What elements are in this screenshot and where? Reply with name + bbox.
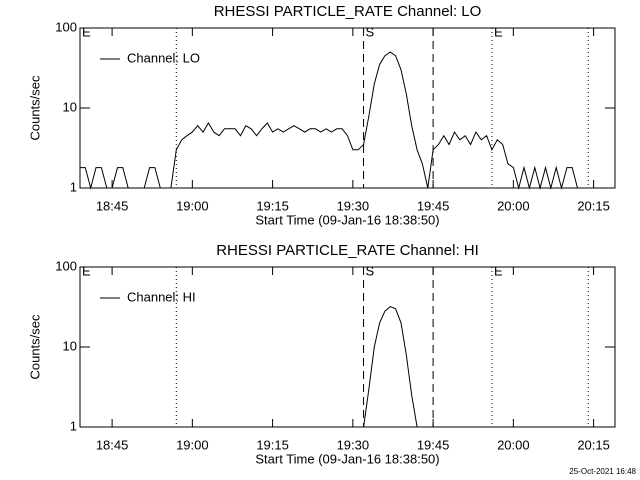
event-label: E: [494, 24, 503, 39]
legend-label: Channel: LO: [127, 50, 200, 65]
y-tick-label: 10: [63, 99, 77, 114]
data-line: [363, 306, 418, 428]
chart-title: RHESSI PARTICLE_RATE Channel: LO: [214, 3, 482, 20]
x-tick-label: 19:15: [256, 198, 289, 213]
x-tick-label: 19:30: [337, 198, 370, 213]
x-tick-label: 19:45: [417, 198, 450, 213]
y-axis-label: Counts/sec: [27, 75, 42, 141]
event-label: S: [366, 24, 375, 39]
x-tick-label: 19:45: [417, 437, 450, 452]
y-tick-label: 100: [55, 258, 77, 273]
footer: 25-Oct-2021 16:48: [569, 467, 636, 476]
x-axis-label: Start Time (09-Jan-16 18:38:50): [255, 451, 439, 466]
x-tick-label: 20:00: [497, 437, 530, 452]
y-axis-label: Counts/sec: [27, 314, 42, 380]
x-tick-label: 19:30: [337, 437, 370, 452]
y-tick-label: 1: [70, 418, 77, 433]
x-tick-label: 20:15: [577, 437, 610, 452]
event-label: E: [82, 263, 91, 278]
y-tick-label: 1: [70, 179, 77, 194]
x-tick-label: 20:00: [497, 198, 530, 213]
x-tick-label: 19:00: [176, 437, 209, 452]
y-tick-label: 100: [55, 19, 77, 34]
legend-label: Channel: HI: [127, 289, 196, 304]
x-tick-label: 19:00: [176, 198, 209, 213]
data-line: [80, 51, 615, 190]
x-tick-label: 20:15: [577, 198, 610, 213]
x-tick-label: 19:15: [256, 437, 289, 452]
event-label: S: [366, 263, 375, 278]
chart-title: RHESSI PARTICLE_RATE Channel: HI: [216, 242, 479, 259]
event-label: E: [82, 24, 91, 39]
x-tick-label: 18:45: [96, 437, 129, 452]
x-axis-label: Start Time (09-Jan-16 18:38:50): [255, 212, 439, 227]
x-tick-label: 18:45: [96, 198, 129, 213]
event-label: E: [494, 263, 503, 278]
y-tick-label: 10: [63, 338, 77, 353]
